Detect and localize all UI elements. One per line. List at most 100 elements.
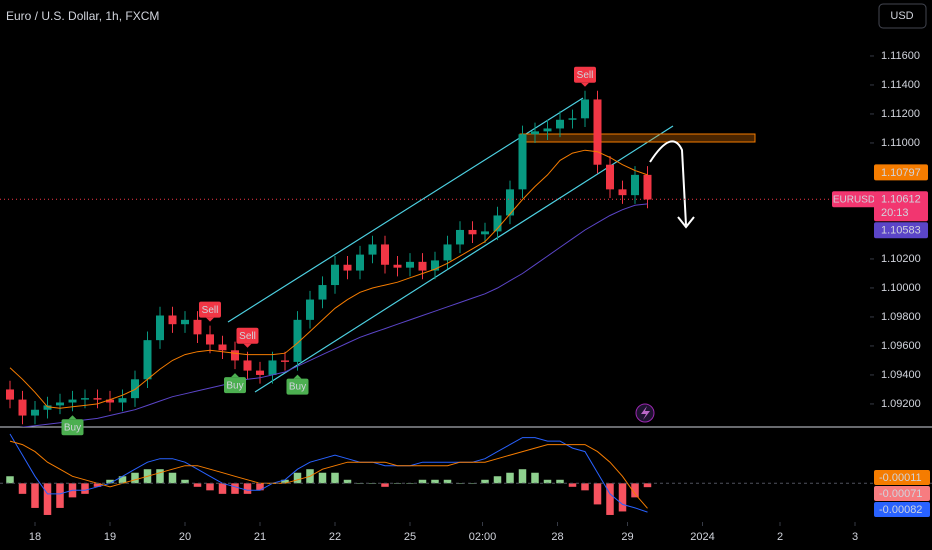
arrow-head [677,216,695,229]
macd-histogram-bar [618,483,627,512]
candle-body [131,379,139,399]
candle-body [93,398,102,400]
price-badge-label: 1.10612 [881,194,921,206]
candle-body [593,99,602,165]
signal-label: Sell [577,70,594,81]
macd-value-badge [874,502,930,517]
macd-histogram-bar [443,479,452,484]
signal-badge [236,327,259,344]
price-badge-label: 1.10797 [881,167,921,179]
candle-body [618,189,627,196]
macd-histogram-bar [556,479,564,484]
candle-body [518,134,527,190]
candle-body [106,399,114,403]
price-badge [874,164,928,181]
macd-histogram-bar [481,479,489,484]
currency-label[interactable]: USD [890,10,913,22]
signal-pointer [231,373,239,378]
macd-histogram-bar [231,483,239,494]
y-tick-label: 1.11200 [881,108,920,120]
macd-histogram-bar [93,483,102,487]
countdown-label: 20:13 [881,207,909,219]
candle-body [6,389,14,400]
x-tick-label: 25 [404,531,416,543]
macd-histogram-bar [56,483,64,508]
y-tick-label: 1.10200 [881,253,921,265]
macd-value-label: -0.00011 [879,472,922,484]
macd-histogram-bar [568,483,577,487]
macd-histogram-bar [431,479,439,484]
macd-histogram-bar [318,472,327,484]
x-tick-label: 21 [254,531,266,543]
macd-histogram-bar [281,479,289,484]
candle-body [493,215,502,232]
candle-body [43,405,52,410]
macd-histogram-bar [31,483,39,508]
macd-histogram-bar [531,472,539,484]
moving-average [9,149,648,409]
price-badge-label: 1.10583 [881,225,921,237]
macd-histogram-bar [493,476,502,484]
price-badge [874,191,928,222]
candle-body [218,344,227,351]
forecast-arrow [649,140,687,226]
y-tick-label: 1.10000 [881,282,921,294]
macd-value-badge [874,486,930,501]
candle-body [243,360,252,371]
candle-body [118,398,127,403]
macd-histogram-bar [81,483,89,494]
candle-body [193,319,202,335]
candle-body [206,334,214,345]
candle-body [368,244,377,255]
candle-body [468,229,477,235]
macd-histogram-bar [331,472,339,484]
price-badge [874,222,928,239]
candle-body [581,99,589,119]
signal-label: Sell [202,305,219,316]
macd-line [9,433,648,513]
macd-histogram-bar [631,483,639,498]
macd-histogram-bar [168,472,177,484]
symbol-label: EURUSD [833,194,875,205]
candle-body [268,360,277,375]
candle-body [356,254,364,271]
x-tick-label: 18 [29,531,41,543]
candle-body [281,360,289,362]
signal-badge [574,66,596,83]
signal-badge [224,377,246,394]
macd-histogram-bar [6,476,14,484]
candle-body [606,164,614,190]
alert-bolt [641,406,650,420]
candle-body [381,244,389,265]
x-tick-label: 22 [329,531,341,543]
candle-body [543,128,552,132]
y-tick-label: 1.09600 [881,340,921,352]
x-tick-label: 2 [777,531,783,543]
candle-body [143,340,152,380]
x-tick-label: 19 [104,531,116,543]
signal-pointer [243,343,252,348]
macd-histogram-bar [343,479,352,484]
macd-histogram-bar [18,483,27,494]
candle-body [293,319,302,362]
macd-histogram-bar [606,483,614,515]
candle-body [306,299,314,320]
candle-body [531,131,539,135]
macd-histogram-bar [131,472,139,484]
macd-histogram-bar [468,483,477,484]
candle-body [556,119,564,129]
resistance-zone [519,133,756,143]
macd-histogram-bar [156,469,164,484]
candle-body [393,264,402,268]
macd-histogram-bar [581,483,589,491]
macd-value-badge [874,470,930,485]
candle-body [456,229,464,245]
x-tick-label: 2024 [690,531,714,543]
x-tick-label: 29 [621,531,633,543]
y-tick-label: 1.09800 [881,311,921,323]
currency-button[interactable] [878,3,927,29]
candle-body [31,409,39,416]
macd-histogram-bar [643,483,652,488]
